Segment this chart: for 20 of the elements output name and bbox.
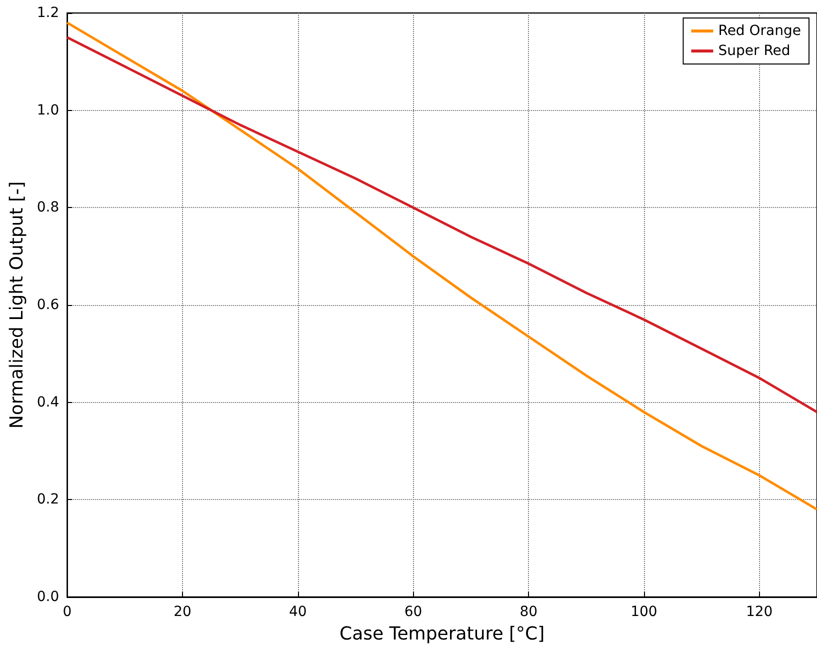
legend-label: Red Orange	[718, 23, 802, 39]
y-tick-label: 0.0	[36, 589, 60, 605]
x-tick-label: 0	[62, 604, 72, 620]
x-tick-label: 60	[404, 604, 422, 620]
y-tick-label: 1.2	[36, 5, 60, 21]
y-tick-label: 0.8	[36, 200, 60, 216]
x-tick-label: 80	[520, 604, 538, 620]
line-series	[66, 21, 817, 511]
x-tick-label: 20	[174, 604, 192, 620]
x-axis-title: Case Temperature [°C]	[340, 624, 545, 644]
y-tick-label: 0.4	[36, 394, 60, 410]
x-tick-label: 120	[746, 604, 773, 620]
x-tick-label: 40	[288, 604, 307, 620]
legend-label: Super Red	[718, 43, 790, 59]
y-tick-label: 1.0	[36, 102, 60, 118]
y-axis-title: Normalized Light Output [-]	[6, 181, 28, 429]
line-series	[66, 36, 817, 414]
y-tick-label: 0.2	[36, 492, 60, 508]
x-tick-label: 100	[630, 604, 658, 620]
y-tick-label: 0.6	[36, 297, 60, 313]
